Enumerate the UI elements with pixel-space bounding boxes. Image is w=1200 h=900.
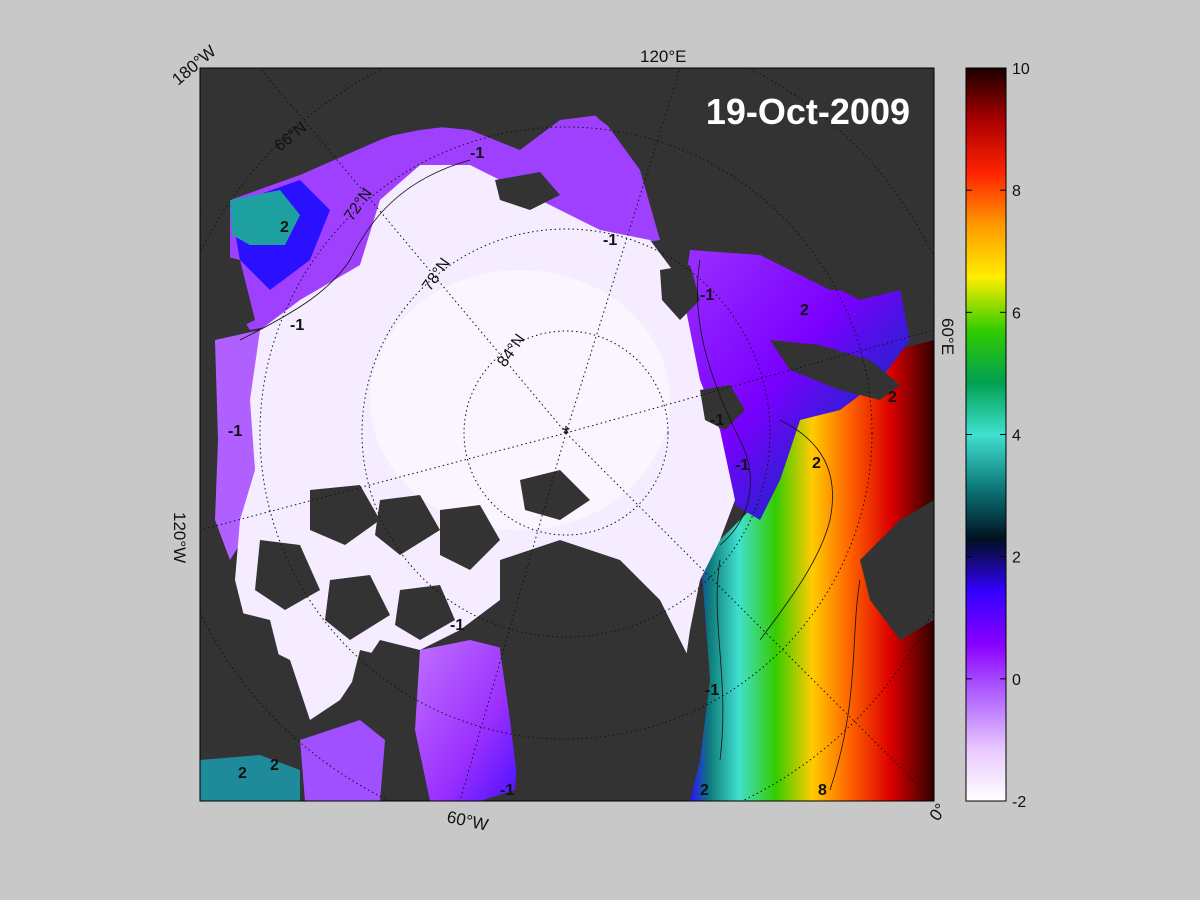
date-label: 19-Oct-2009 (706, 91, 910, 132)
colorbar: 10 8 6 4 2 0 -2 (965, 61, 1030, 811)
alaska-landmass (200, 68, 560, 210)
north-pole-marker: * (562, 423, 570, 445)
longitude-label-60w: 60°W (445, 807, 490, 834)
contour-label: 2 (270, 757, 279, 774)
archipelago-islands (225, 470, 590, 710)
sea-ice-core (370, 270, 670, 530)
colorbar-scale (965, 67, 1007, 802)
contour-label: -1 (470, 145, 484, 162)
hudson-water (300, 720, 385, 801)
svalbard-landmass (700, 385, 745, 430)
contour-labels: -1 -1 -1 -1 -1 -1 -1 -1 -1 2 2 2 2 2 2 2… (228, 145, 897, 799)
contour-label: -1 (705, 682, 719, 699)
contour-label: -1 (500, 782, 514, 799)
contour-label: -1 (603, 232, 617, 249)
eurasia-landmass (560, 68, 934, 300)
bering-strait-water (230, 190, 300, 245)
colorbar-tick-label: 4 (1012, 428, 1021, 445)
franz-josef-landmass (660, 265, 700, 320)
novaya-zemlya-landmass (770, 340, 900, 400)
baffin-bay-water (415, 640, 520, 801)
contour-lines (239, 159, 861, 791)
colorbar-tick-label: 10 (1012, 61, 1030, 78)
new-siberian-islands (495, 172, 560, 210)
longitude-label-60e: 60°E (938, 318, 957, 355)
colorbar-tick-label: -2 (1012, 794, 1026, 811)
map-frame (199, 67, 935, 802)
atlantic-water (690, 340, 934, 801)
contour-label: -1 (450, 617, 464, 634)
contour-label: -1 (290, 317, 304, 334)
contour-label: 2 (280, 219, 289, 236)
north-america-landmass (200, 250, 255, 340)
contour-label: -1 (710, 412, 724, 429)
contour-label: 2 (812, 455, 821, 472)
colorbar-tick-label: 6 (1012, 305, 1021, 322)
contour-label: 8 (818, 782, 827, 799)
longitude-label-120e: 120°E (640, 47, 687, 66)
graticule (200, 68, 934, 801)
barents-sea-water (680, 250, 910, 520)
greenland-landmass (500, 540, 700, 801)
map-panel: * -1 -1 -1 -1 -1 -1 -1 -1 -1 2 2 2 2 2 2… (200, 68, 934, 801)
labrador-water (200, 755, 300, 801)
contour-label: -1 (700, 287, 714, 304)
colorbar-ticks: 10 8 6 4 2 0 -2 (966, 61, 1030, 811)
contour-label: 2 (888, 389, 897, 406)
longitude-label-0: 0° (926, 800, 951, 824)
colorbar-tick-label: 2 (1012, 550, 1021, 567)
contour-label: 2 (800, 302, 809, 319)
colorbar-tick-label: 8 (1012, 183, 1021, 200)
contour-label: 2 (700, 782, 709, 799)
norway-landmass (860, 500, 934, 640)
contour-label: 2 (238, 765, 247, 782)
longitude-label-120w: 120°W (170, 512, 189, 563)
contour-label: -1 (735, 457, 749, 474)
colorbar-tick-label: 0 (1012, 672, 1021, 689)
contour-label: -1 (228, 423, 242, 440)
